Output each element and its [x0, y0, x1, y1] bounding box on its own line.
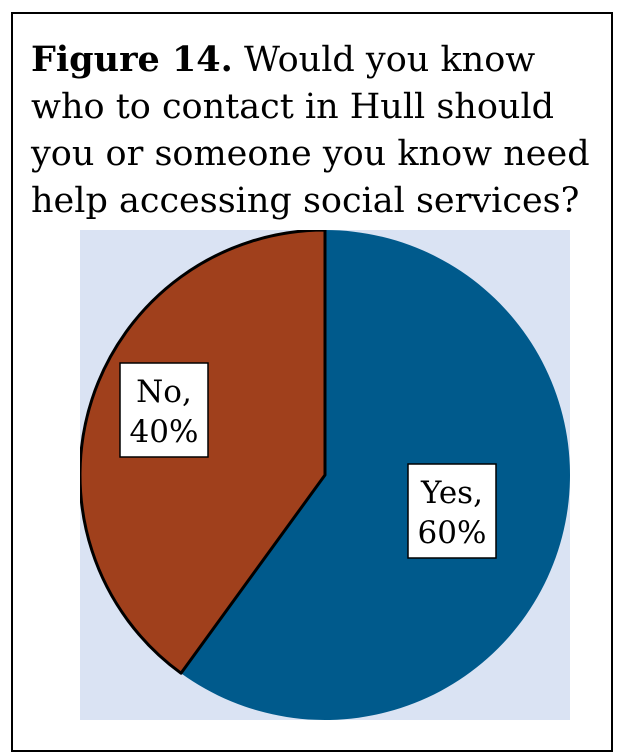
data-label-value: 40%	[130, 414, 199, 450]
pie-slice-yes	[180, 230, 570, 720]
data-label-box	[407, 463, 497, 559]
data-label-yes: Yes, 60%	[407, 463, 497, 559]
data-label-box	[119, 362, 209, 458]
data-label-value: 60%	[418, 515, 487, 551]
data-label-category: No,	[136, 374, 192, 410]
figure-number: Figure 14.	[31, 39, 233, 80]
data-label-no: No, 40%	[119, 362, 209, 458]
figure-question: Would you know who to contact in Hull sh…	[31, 40, 590, 221]
pie-chart: Yes, 60% No, 40%	[80, 230, 570, 720]
pie-chart-svg: Yes, 60% No, 40%	[80, 230, 570, 720]
figure-caption: Figure 14. Would you know who to contact…	[31, 36, 606, 225]
data-label-category: Yes,	[420, 475, 483, 511]
